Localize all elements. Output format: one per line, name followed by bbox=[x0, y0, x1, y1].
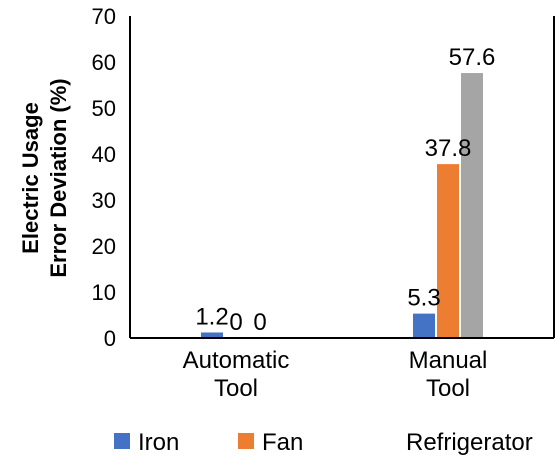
legend-label-iron: Iron bbox=[138, 429, 179, 456]
category-label: Tool bbox=[214, 375, 258, 402]
data-label: 0 bbox=[253, 309, 266, 336]
bar-refrigerator-1 bbox=[461, 73, 483, 338]
data-label: 0 bbox=[229, 309, 242, 336]
bar-iron-0 bbox=[201, 332, 223, 338]
y-axis-title-line-1: Electric Usage bbox=[18, 102, 43, 254]
y-tick-label: 10 bbox=[92, 280, 116, 305]
y-axis-title: Electric Usage Error Deviation (%) bbox=[18, 78, 71, 277]
legend-label-fan: Fan bbox=[262, 429, 303, 456]
y-axis-ticks: 0 10 20 30 40 50 60 70 bbox=[92, 4, 116, 351]
category-label: Manual bbox=[409, 347, 488, 374]
y-tick-label: 30 bbox=[92, 188, 116, 213]
bar-fan-1 bbox=[437, 164, 459, 338]
legend-swatch-fan bbox=[238, 433, 254, 449]
axes bbox=[129, 16, 555, 339]
data-labels: 1.2 0 05.337.857.6 bbox=[195, 44, 495, 336]
y-tick-label: 40 bbox=[92, 142, 116, 167]
data-label: 1.2 bbox=[195, 303, 228, 330]
legend: Iron Fan Refrigerator bbox=[114, 429, 533, 456]
bars bbox=[201, 73, 483, 338]
data-label: 5.3 bbox=[407, 285, 440, 312]
y-axis-title-line-2: Error Deviation (%) bbox=[46, 78, 71, 277]
legend-swatch-refrigerator bbox=[382, 433, 398, 449]
y-tick-label: 20 bbox=[92, 234, 116, 259]
legend-label-refrigerator: Refrigerator bbox=[406, 429, 533, 456]
y-tick-label: 70 bbox=[92, 4, 116, 29]
legend-swatch-iron bbox=[114, 433, 130, 449]
y-tick-label: 60 bbox=[92, 50, 116, 75]
y-tick-label: 0 bbox=[104, 326, 116, 351]
y-tick-label: 50 bbox=[92, 96, 116, 121]
data-label: 37.8 bbox=[425, 135, 472, 162]
category-label: Automatic bbox=[183, 347, 290, 374]
category-label: Tool bbox=[426, 375, 470, 402]
bar-iron-1 bbox=[413, 313, 435, 338]
data-label: 57.6 bbox=[449, 44, 496, 71]
